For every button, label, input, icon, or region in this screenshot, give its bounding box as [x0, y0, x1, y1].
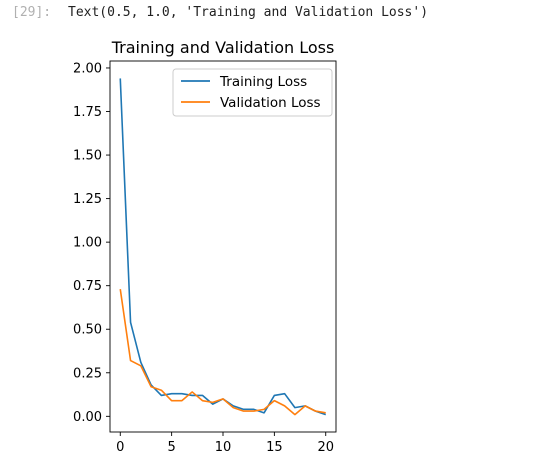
legend-box: [172, 68, 333, 117]
y-tick-label: 0.75: [73, 279, 102, 294]
chart-ticks: 0.00 0.25 0.50 0.75 1.00 1.25 1.50 1.75 2.00 0 5 10…: [73, 61, 334, 455]
chart-axes: [109, 60, 337, 433]
x-tick-label: 10: [215, 440, 232, 455]
plot-frame: [109, 60, 337, 433]
x-tick-label: 5: [167, 440, 175, 455]
series-line-training-loss: [119, 78, 326, 416]
y-tick-label: 0.00: [73, 410, 102, 425]
y-tick-label: 1.75: [73, 105, 102, 120]
chart-title: Training and Validation Loss: [111, 38, 335, 57]
cell-output-text: Text(0.5, 1.0, 'Training and Validation …: [68, 5, 429, 20]
legend-label: Validation Loss: [220, 95, 321, 111]
chart-lines: [119, 78, 326, 416]
y-tick-label: 1.00: [73, 236, 102, 251]
chart-legend: Training Loss Validation Loss: [172, 68, 333, 117]
x-tick-label: 20: [317, 440, 334, 455]
y-tick-label: 2.00: [73, 61, 102, 76]
x-tick-label: 15: [266, 440, 283, 455]
cell-prompt: [29]:: [12, 5, 52, 20]
y-tick-label: 1.25: [73, 192, 102, 207]
x-tick-label: 0: [116, 440, 124, 455]
legend-label: Training Loss: [219, 74, 307, 90]
series-line-validation-loss: [119, 289, 326, 416]
y-tick-label: 0.50: [73, 323, 102, 338]
y-tick-label: 1.50: [73, 149, 102, 164]
y-tick-label: 0.25: [73, 366, 102, 381]
